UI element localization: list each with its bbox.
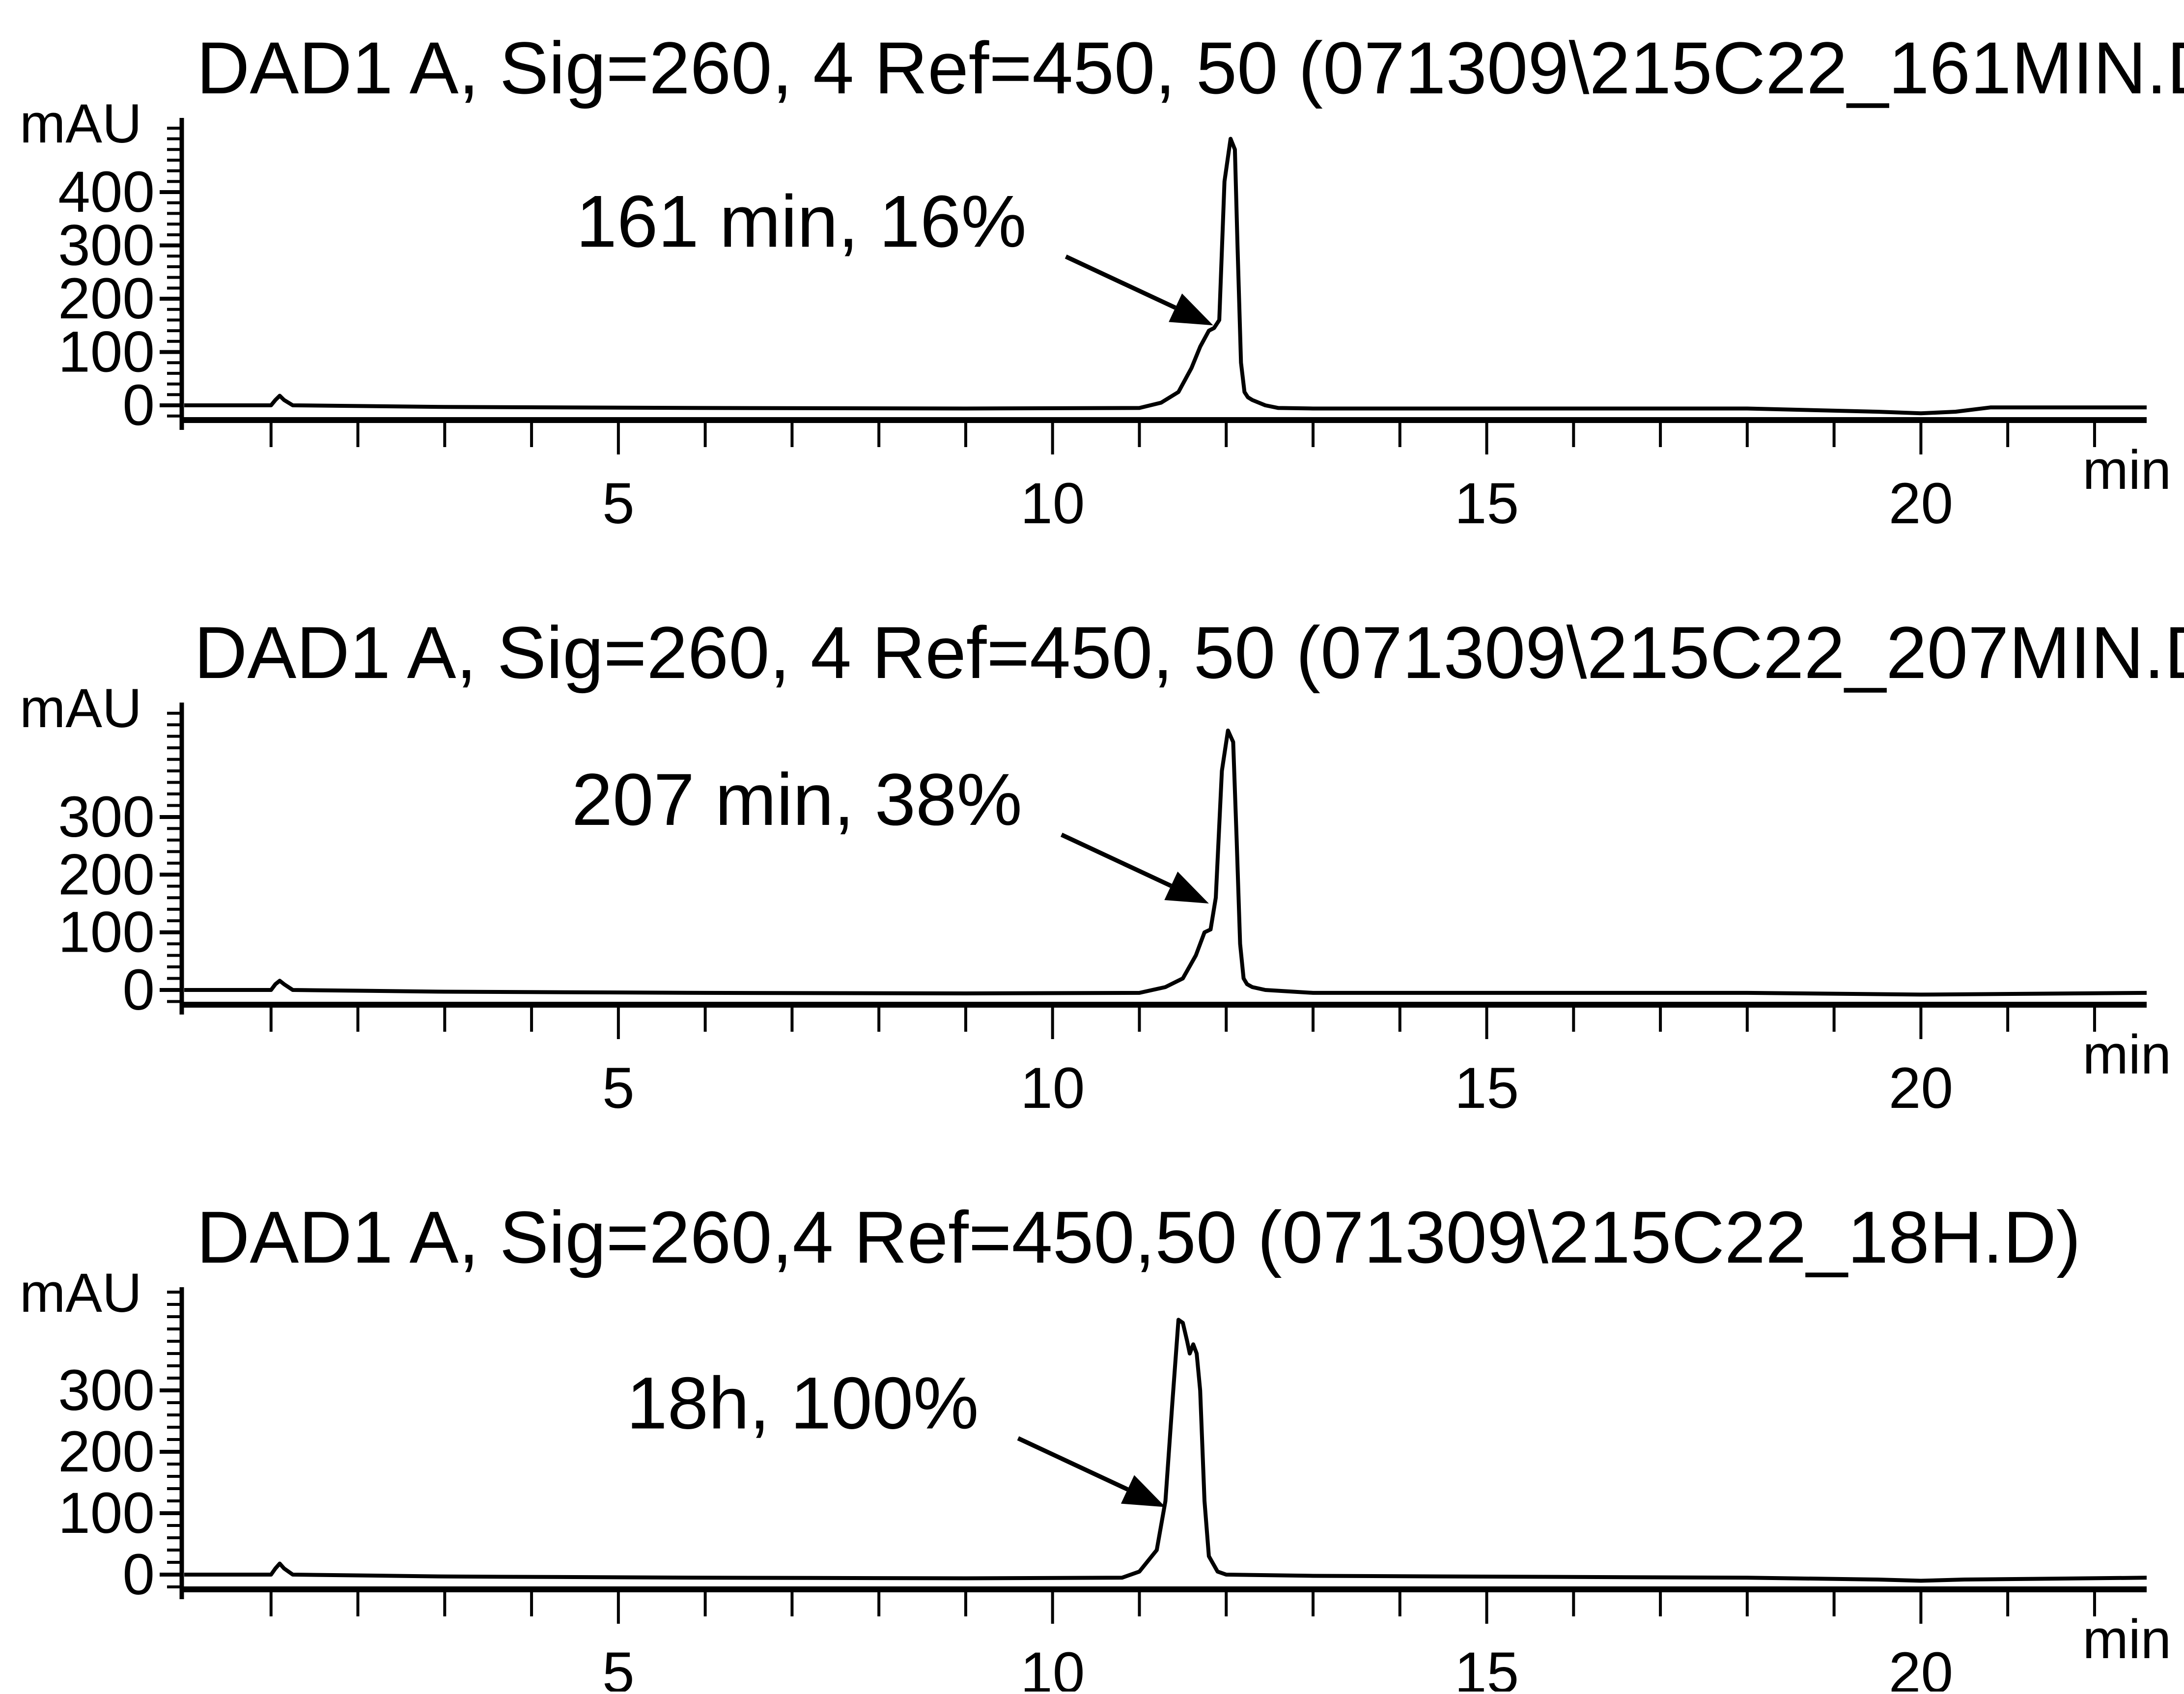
chart-panel-1: DAD1 A, Sig=260, 4 Ref=450, 50 (071309\2… — [20, 27, 2184, 536]
x-tick-label: 20 — [1889, 471, 1953, 536]
annotation-arrow-shaft — [1064, 254, 1176, 310]
x-tick-label: 5 — [602, 1056, 635, 1121]
y-tick-label: 300 — [58, 213, 155, 278]
x-tick-label: 10 — [1020, 1640, 1085, 1692]
x-tick-label: 15 — [1455, 1640, 1519, 1692]
annotation-arrow-shaft — [1017, 1436, 1129, 1492]
annotation-arrow-head — [1164, 872, 1209, 903]
x-axis-label: min — [2083, 439, 2171, 501]
chromatogram-trace — [184, 137, 2147, 416]
x-axis-label: min — [2083, 1609, 2171, 1670]
peak-annotation: 18h, 100% — [626, 1362, 979, 1444]
peak-annotation: 207 min, 38% — [572, 758, 1022, 841]
chart-panel-3: DAD1 A, Sig=260,4 Ref=450,50 (071309\215… — [20, 1196, 2171, 1694]
chart-title: DAD1 A, Sig=260, 4 Ref=450, 50 (071309\2… — [194, 611, 2184, 694]
chromatogram-trace — [184, 1318, 2147, 1583]
y-tick-label: 400 — [58, 160, 155, 225]
chart-panel-2: DAD1 A, Sig=260, 4 Ref=450, 50 (071309\2… — [20, 611, 2184, 1121]
x-tick-label: 5 — [602, 471, 635, 536]
chart-title: DAD1 A, Sig=260,4 Ref=450,50 (071309\215… — [196, 1196, 2081, 1278]
y-axis-label: mAU — [20, 1262, 142, 1324]
y-tick-label: 100 — [58, 900, 155, 965]
x-tick-label: 15 — [1455, 1056, 1519, 1121]
y-tick-label: 200 — [58, 842, 155, 907]
x-tick-label: 5 — [602, 1640, 635, 1692]
y-tick-label: 100 — [58, 1481, 155, 1546]
annotation-arrow-head — [1120, 1475, 1166, 1507]
x-axis-label: min — [2083, 1024, 2171, 1085]
x-tick-label: 15 — [1455, 471, 1519, 536]
x-tick-label: 10 — [1020, 471, 1085, 536]
y-tick-label: 0 — [122, 958, 155, 1022]
chromatogram-trace — [184, 728, 2147, 997]
y-tick-label: 0 — [122, 373, 155, 438]
annotation-arrow-shaft — [1060, 832, 1172, 888]
y-tick-label: 0 — [122, 1542, 155, 1607]
x-tick-label: 10 — [1020, 1056, 1085, 1121]
y-axis-label: mAU — [20, 93, 142, 154]
y-axis-label: mAU — [20, 678, 142, 739]
y-tick-label: 200 — [58, 1419, 155, 1484]
y-tick-label: 100 — [58, 320, 155, 385]
x-tick-label: 20 — [1889, 1056, 1953, 1121]
y-tick-label: 200 — [58, 266, 155, 331]
chart-title: DAD1 A, Sig=260, 4 Ref=450, 50 (071309\2… — [196, 27, 2184, 109]
annotation-arrow-head — [1169, 293, 1213, 326]
y-tick-label: 300 — [58, 785, 155, 849]
y-tick-label: 300 — [58, 1358, 155, 1423]
x-tick-label: 20 — [1889, 1640, 1953, 1692]
peak-annotation: 161 min, 16% — [576, 180, 1027, 262]
